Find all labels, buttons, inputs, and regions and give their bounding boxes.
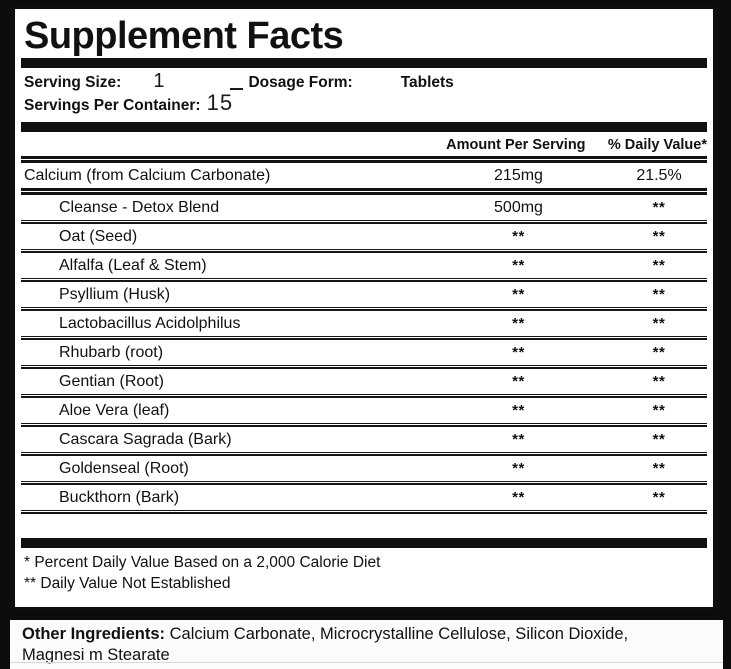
heavy-separator	[21, 188, 707, 195]
column-header-amount: Amount Per Serving	[446, 137, 586, 153]
row-separator	[21, 336, 707, 340]
divider-bar-serving	[21, 122, 707, 132]
footnote-dv-not-established: ** Daily Value Not Established	[24, 575, 231, 592]
column-header-daily-value: % Daily Value*	[607, 137, 707, 153]
ingredient-name: Cascara Sagrada (Bark)	[59, 430, 232, 448]
ingredient-amount: **	[512, 315, 525, 332]
row-separator	[21, 278, 707, 282]
ingredient-row: Gentian (Root) ** **	[21, 369, 707, 394]
ingredient-daily-value: **	[652, 373, 666, 390]
ingredient-daily-value: **	[652, 257, 666, 274]
ingredient-daily-value: **	[652, 489, 666, 506]
ingredient-name: Psyllium (Husk)	[59, 285, 171, 303]
ingredient-amount: **	[512, 431, 525, 448]
ingredient-daily-value: **	[652, 402, 666, 419]
panel-title: Supplement Facts	[24, 15, 344, 57]
ingredient-daily-value: **	[652, 228, 666, 245]
ingredient-name: Lactobacillus Acidolphilus	[59, 314, 241, 332]
ingredient-row: Alfalfa (Leaf & Stem) ** **	[21, 253, 707, 278]
footnote-percent-dv: * Percent Daily Value Based on a 2,000 C…	[24, 554, 381, 571]
ingredient-row: Aloe Vera (leaf) ** **	[21, 398, 707, 423]
other-ingredients-line1: Calcium Carbonate, Microcrystalline Cell…	[165, 625, 629, 643]
dosage-form-value: Tablets	[400, 74, 454, 91]
ingredient-row: Rhubarb (root) ** **	[21, 340, 707, 365]
row-separator	[21, 365, 707, 369]
ingredient-row: Psyllium (Husk) ** **	[21, 282, 707, 307]
row-separator	[21, 510, 707, 514]
ingredient-amount: **	[512, 344, 525, 361]
ingredient-name: Cleanse - Detox Blend	[59, 198, 220, 216]
ingredient-daily-value: **	[652, 199, 666, 216]
ingredient-name: Buckthorn (Bark)	[59, 488, 180, 506]
row-separator	[21, 307, 707, 311]
ingredient-name: Goldenseal (Root)	[59, 459, 189, 477]
ingredient-daily-value: **	[652, 286, 666, 303]
ingredient-daily-value: 21.5%	[636, 166, 682, 184]
ingredient-amount: **	[512, 373, 525, 390]
ingredient-name: Calcium (from Calcium Carbonate)	[24, 166, 271, 184]
servings-per-container-label: Servings Per Container:	[24, 97, 201, 114]
ingredient-amount: 215mg	[494, 166, 543, 184]
servings-per-container-value: 15	[206, 90, 234, 115]
row-separator	[21, 249, 707, 253]
ingredient-name: Aloe Vera (leaf)	[59, 401, 170, 419]
strip-bottom-rule	[10, 662, 723, 663]
row-separator	[21, 481, 707, 485]
ingredient-row: Buckthorn (Bark) ** **	[21, 485, 707, 510]
table-header-row: Amount Per Serving % Daily Value*	[21, 132, 707, 156]
ingredient-row: Goldenseal (Root) ** **	[21, 456, 707, 481]
other-ingredients-line2: Magnesi m Stearate	[22, 646, 170, 664]
ingredient-amount: **	[512, 257, 525, 274]
servings-per-container-line: Servings Per Container: 15	[24, 90, 705, 116]
divider-bar-footnotes	[21, 538, 707, 548]
serving-size-line: Serving Size: 1 Dosage Form: Tablets	[24, 71, 705, 93]
heavy-separator	[21, 156, 707, 163]
row-separator	[21, 423, 707, 427]
ingredient-name: Oat (Seed)	[59, 227, 138, 245]
whitespace-gap	[21, 514, 707, 538]
supplement-facts-panel: Supplement Facts Serving Size: 1 Dosage …	[10, 4, 718, 612]
ingredient-daily-value: **	[652, 431, 666, 448]
ingredient-daily-value: **	[652, 315, 666, 332]
ingredient-amount: **	[512, 228, 525, 245]
ingredient-amount: **	[512, 460, 525, 477]
other-ingredients-strip: Other Ingredients: Calcium Carbonate, Mi…	[10, 620, 723, 669]
ingredient-amount: **	[512, 286, 525, 303]
serving-size-label: Serving Size:	[24, 74, 122, 91]
dosage-form-label: Dosage Form:	[248, 74, 353, 91]
ingredient-amount: **	[512, 402, 525, 419]
ingredient-daily-value: **	[652, 344, 666, 361]
row-separator	[21, 220, 707, 224]
ingredient-name: Alfalfa (Leaf & Stem)	[59, 256, 207, 274]
ingredient-row: Oat (Seed) ** **	[21, 224, 707, 249]
ingredient-name: Rhubarb (root)	[59, 343, 164, 361]
other-ingredients-label: Other Ingredients:	[22, 625, 166, 643]
ingredient-name: Gentian (Root)	[59, 372, 164, 390]
ingredient-row: Cleanse - Detox Blend 500mg **	[21, 195, 707, 220]
row-separator	[21, 452, 707, 456]
ingredient-row: Lactobacillus Acidolphilus ** **	[21, 311, 707, 336]
ingredient-daily-value: **	[652, 460, 666, 477]
ingredient-row: Cascara Sagrada (Bark) ** **	[21, 427, 707, 452]
divider-bar-top	[21, 58, 707, 68]
ingredient-amount: 500mg	[494, 198, 543, 216]
footnotes-section: * Percent Daily Value Based on a 2,000 C…	[21, 548, 707, 594]
row-separator	[21, 394, 707, 398]
serving-info-section: Serving Size: 1 Dosage Form: Tablets Ser…	[21, 68, 707, 122]
ingredient-amount: **	[512, 489, 525, 506]
ingredient-row: Calcium (from Calcium Carbonate) 215mg 2…	[21, 163, 707, 188]
print-artifact-dash	[230, 88, 243, 90]
serving-size-value: 1	[153, 70, 166, 92]
